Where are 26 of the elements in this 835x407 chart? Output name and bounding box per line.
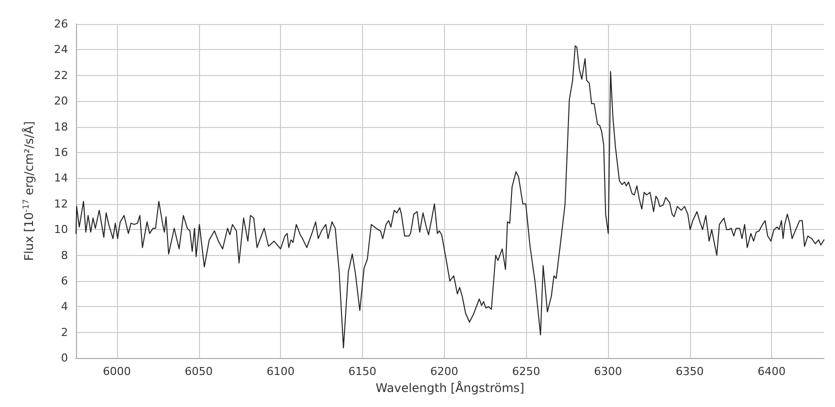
y-tick-label: 24 (54, 43, 68, 56)
y-axis-title: Flux [10-17 erg/cm²/s/Å] (21, 121, 36, 261)
y-tick-label: 2 (61, 326, 68, 339)
y-tick-label: 26 (54, 18, 68, 30)
y-tick-label: 14 (54, 172, 68, 185)
line-series (76, 45, 824, 348)
y-tick-label: 12 (54, 197, 68, 210)
y-tick-label: 22 (54, 68, 68, 82)
x-tick-label: 6200 (430, 365, 458, 378)
x-tick-label: 6000 (102, 365, 131, 378)
x-tick-label: 6250 (512, 365, 540, 378)
y-tick-label: 4 (61, 300, 68, 314)
y-tick-label: 16 (54, 146, 68, 159)
x-axis-title: Wavelength [Ångströms] (376, 380, 524, 395)
y-tick-label: 6 (61, 274, 68, 288)
x-tick-label: 6050 (184, 365, 213, 378)
x-tick-label: 6150 (348, 365, 376, 378)
y-tick-label: 10 (54, 223, 68, 236)
x-tick-label: 6100 (266, 365, 295, 378)
x-tick-label: 6400 (758, 365, 786, 378)
y-tick-label: 20 (54, 94, 68, 108)
y-tick-label: 8 (61, 248, 68, 262)
y-tick-label: 0 (61, 352, 68, 365)
x-tick-label: 6300 (594, 365, 622, 378)
y-tick-label: 18 (54, 120, 68, 134)
x-tick-label: 6350 (676, 365, 704, 378)
